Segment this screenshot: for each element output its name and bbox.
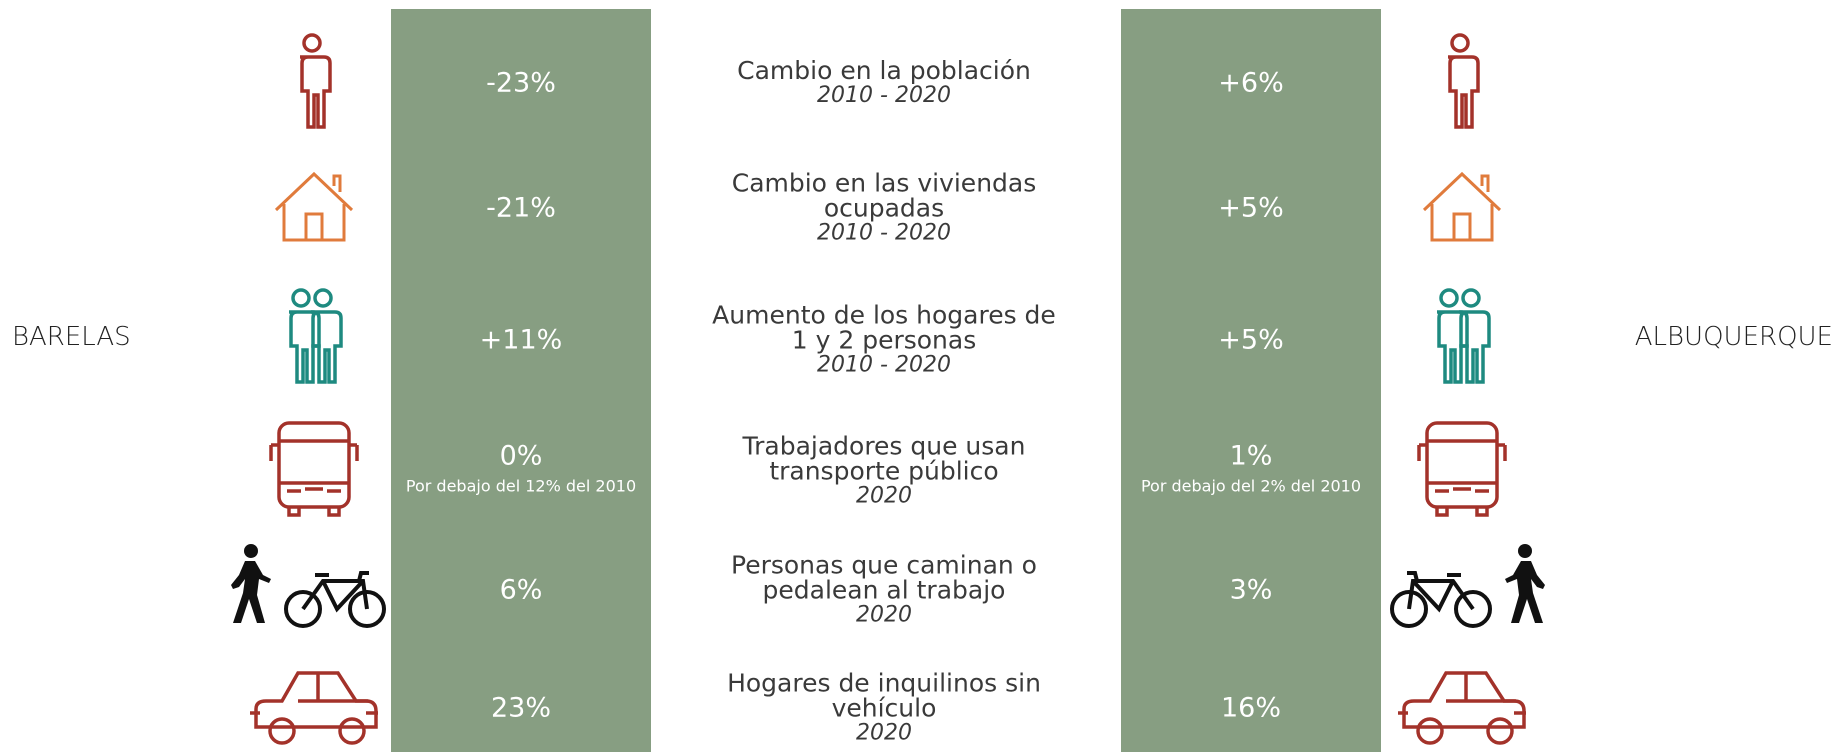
value: 3%	[1121, 575, 1381, 606]
value: +5%	[1121, 193, 1381, 224]
value: +6%	[1121, 68, 1381, 99]
row-label: Personas que caminan o pedalean al traba…	[704, 553, 1064, 628]
value-text: 3%	[1229, 574, 1273, 606]
value-text: 0%	[499, 440, 543, 472]
row-title: Trabajadores que usan transporte público	[742, 431, 1026, 486]
value: 16%	[1121, 693, 1381, 724]
value: +5%	[1121, 325, 1381, 356]
value-text: +6%	[1218, 67, 1284, 99]
right-label: ALBUQUERQUE	[1634, 322, 1833, 352]
row-title: Personas que caminan o pedalean al traba…	[731, 550, 1037, 605]
value-note: Por debajo del 12% del 2010	[405, 476, 637, 496]
row-label: Cambio en la población 2010 - 2020	[704, 58, 1064, 108]
barelas-column	[391, 9, 651, 752]
value-text: 6%	[499, 574, 543, 606]
row-title: Cambio en las viviendas ocupadas	[731, 168, 1037, 223]
row-title: Hogares de inquilinos sin vehículo	[727, 668, 1041, 723]
value: -23%	[391, 68, 651, 99]
icon	[229, 543, 399, 637]
value: 23%	[391, 693, 651, 724]
row-period: 2020	[856, 483, 912, 509]
row-title: Aumento de los hogares de 1 y 2 personas	[712, 300, 1056, 355]
row-label: Hogares de inquilinos sin vehículo 2020	[704, 671, 1064, 746]
row-period: 2010 - 2020	[817, 220, 951, 246]
value-text: +5%	[1218, 324, 1284, 356]
row-label: Cambio en las viviendas ocupadas 2010 - 2…	[704, 171, 1064, 246]
value: 0% Por debajo del 12% del 2010	[391, 441, 651, 502]
icon	[1396, 661, 1528, 755]
icon	[267, 419, 361, 523]
icon	[292, 33, 336, 133]
icon	[272, 168, 356, 248]
row-period: 2010 - 2020	[817, 352, 951, 378]
icon	[1377, 543, 1547, 637]
value-text: +11%	[479, 324, 563, 356]
albuquerque-column	[1121, 9, 1381, 752]
row-period: 2020	[856, 720, 912, 746]
left-label: BARELAS	[12, 322, 131, 352]
icon	[1415, 419, 1509, 523]
row-title: Cambio en la población	[737, 56, 1031, 85]
value: -21%	[391, 193, 651, 224]
value-text: 23%	[490, 692, 551, 724]
value-text: +5%	[1218, 192, 1284, 224]
row-label: Aumento de los hogares de 1 y 2 personas…	[704, 303, 1064, 378]
row-period: 2020	[856, 602, 912, 628]
icon	[1429, 288, 1495, 392]
value-text: -21%	[486, 192, 556, 224]
row-label: Trabajadores que usan transporte público…	[704, 434, 1064, 509]
icon	[1420, 168, 1504, 248]
value-text: 16%	[1220, 692, 1281, 724]
row-period: 2010 - 2020	[817, 83, 951, 108]
value: 6%	[391, 575, 651, 606]
icon	[281, 288, 347, 392]
value: +11%	[391, 325, 651, 356]
icon	[248, 661, 380, 755]
value-note: Por debajo del 2% del 2010	[1140, 476, 1362, 496]
value-text: -23%	[486, 67, 556, 99]
value: 1% Por debajo del 2% del 2010	[1121, 441, 1381, 502]
icon	[1440, 33, 1484, 133]
value-text: 1%	[1229, 440, 1273, 472]
